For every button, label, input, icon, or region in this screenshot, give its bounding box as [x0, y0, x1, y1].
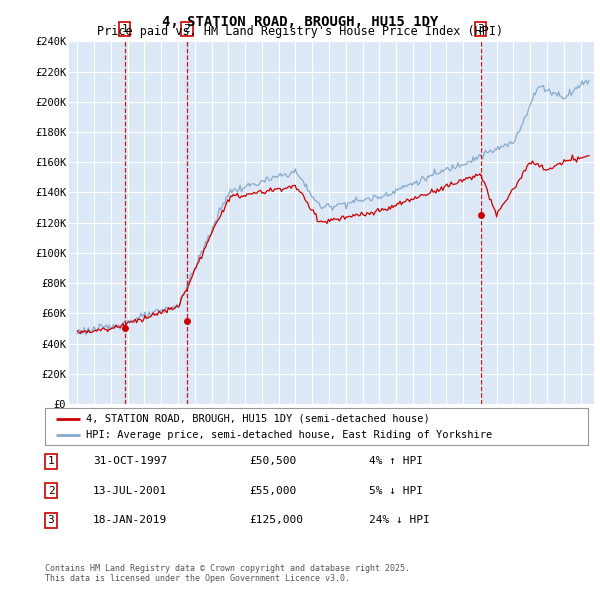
Text: 3: 3	[47, 516, 55, 525]
Text: 18-JAN-2019: 18-JAN-2019	[93, 516, 167, 525]
Text: 5% ↓ HPI: 5% ↓ HPI	[369, 486, 423, 496]
Text: 2: 2	[47, 486, 55, 496]
Text: 24% ↓ HPI: 24% ↓ HPI	[369, 516, 430, 525]
Text: £50,500: £50,500	[249, 457, 296, 466]
Text: 31-OCT-1997: 31-OCT-1997	[93, 457, 167, 466]
Text: HPI: Average price, semi-detached house, East Riding of Yorkshire: HPI: Average price, semi-detached house,…	[86, 431, 492, 440]
Text: 1: 1	[47, 457, 55, 466]
Text: Contains HM Land Registry data © Crown copyright and database right 2025.
This d: Contains HM Land Registry data © Crown c…	[45, 563, 410, 583]
Text: £55,000: £55,000	[249, 486, 296, 496]
Text: Price paid vs. HM Land Registry's House Price Index (HPI): Price paid vs. HM Land Registry's House …	[97, 25, 503, 38]
Text: 4, STATION ROAD, BROUGH, HU15 1DY (semi-detached house): 4, STATION ROAD, BROUGH, HU15 1DY (semi-…	[86, 414, 430, 424]
Text: 4, STATION ROAD, BROUGH, HU15 1DY: 4, STATION ROAD, BROUGH, HU15 1DY	[162, 15, 438, 29]
Text: 2: 2	[184, 24, 190, 34]
Text: £125,000: £125,000	[249, 516, 303, 525]
Text: 1: 1	[121, 24, 128, 34]
Text: 3: 3	[478, 24, 484, 34]
Text: 4% ↑ HPI: 4% ↑ HPI	[369, 457, 423, 466]
Text: 13-JUL-2001: 13-JUL-2001	[93, 486, 167, 496]
